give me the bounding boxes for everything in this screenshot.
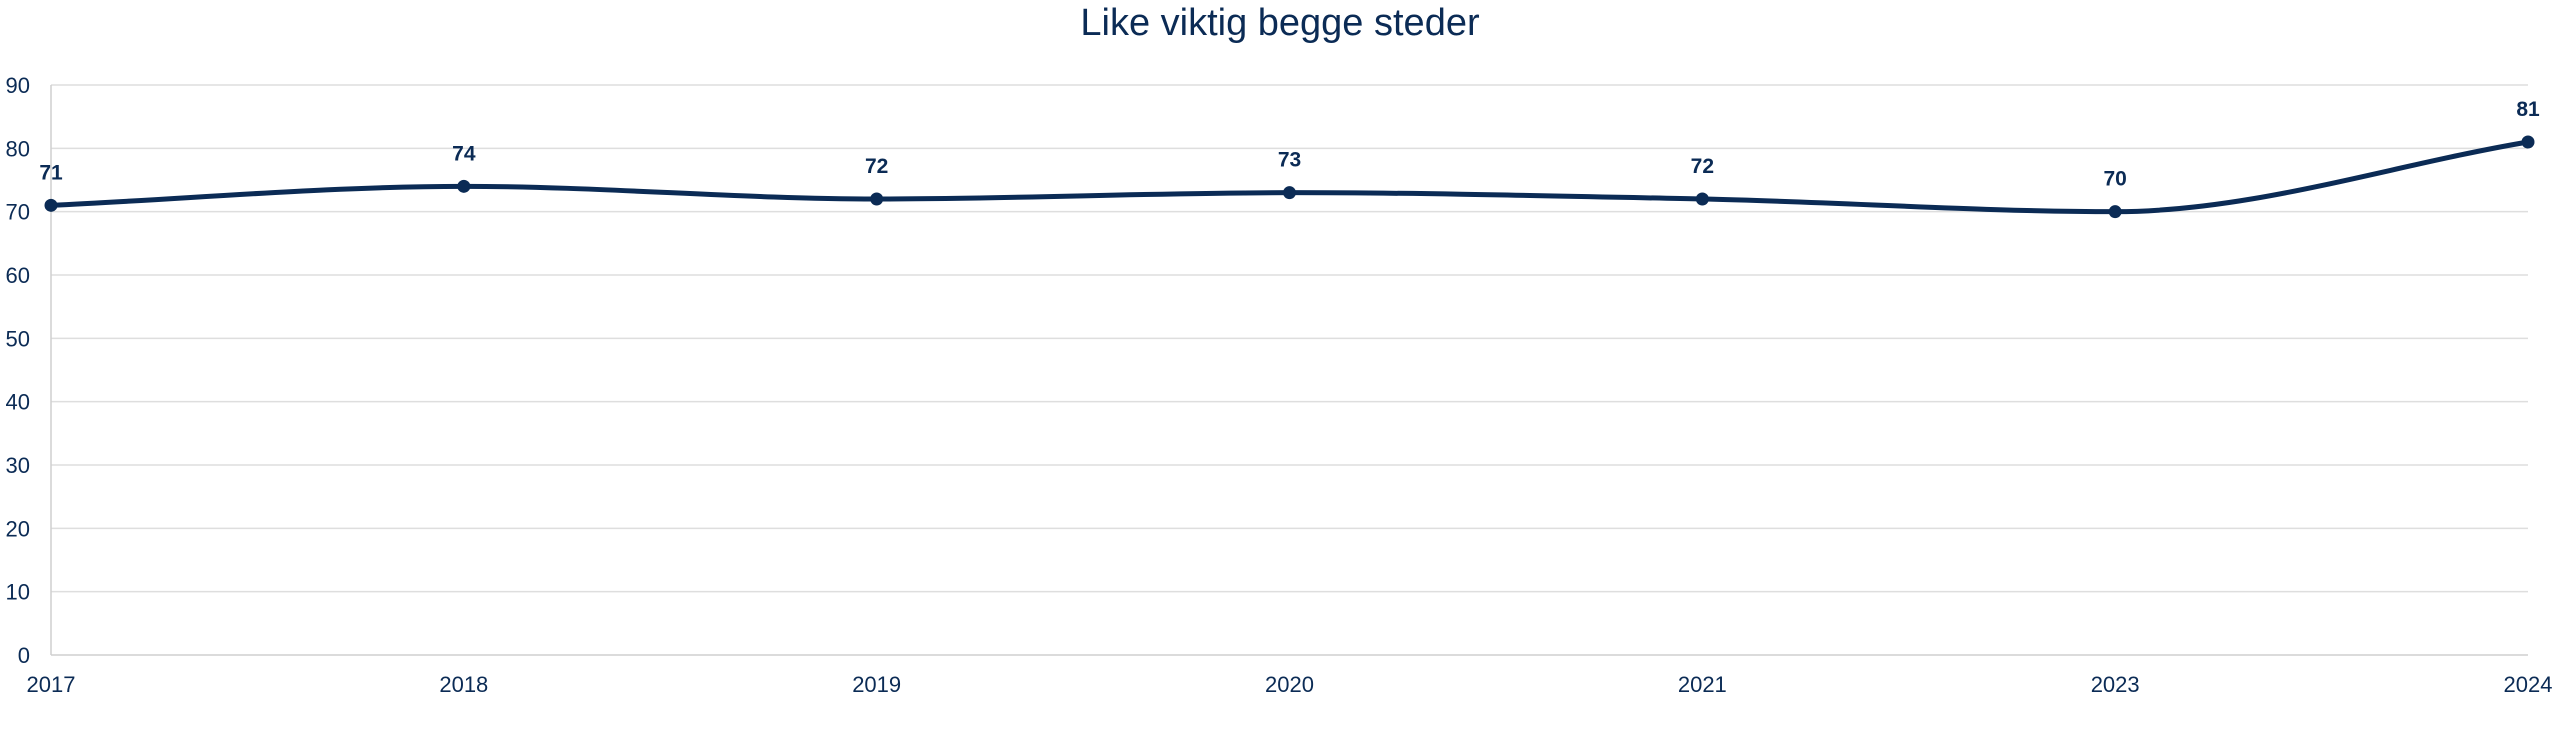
data-point	[1695, 192, 1709, 206]
y-tick-label: 30	[6, 453, 30, 478]
y-tick-label: 40	[6, 390, 30, 415]
data-point	[44, 198, 58, 212]
data-label: 72	[1691, 155, 1714, 178]
y-tick-label: 60	[6, 263, 30, 288]
axes	[50, 85, 2528, 656]
y-axis-ticks: 0 10 20 30 40 50 60 70 80 90	[6, 73, 30, 668]
data-point	[2108, 205, 2122, 219]
y-tick-label: 80	[6, 136, 30, 161]
x-axis-ticks: 2017 2018 2019 2020 2021 2023 2024	[27, 672, 2553, 697]
x-tick-label: 2019	[852, 672, 901, 697]
data-points	[44, 135, 2535, 219]
data-point	[2521, 135, 2535, 149]
x-tick-label: 2023	[2091, 672, 2140, 697]
chart-title: Like viktig begge steder	[1080, 2, 1480, 44]
y-tick-label: 50	[6, 326, 30, 351]
grid-lines	[51, 84, 2528, 593]
y-tick-label: 10	[6, 580, 30, 605]
data-labels: 71 74 72 73 72 70 81	[39, 98, 2540, 191]
y-tick-label: 90	[6, 73, 30, 98]
data-label: 70	[2103, 168, 2126, 191]
x-tick-label: 2021	[1678, 672, 1727, 697]
data-point	[457, 179, 471, 193]
y-tick-label: 20	[6, 516, 30, 541]
y-tick-label: 70	[6, 200, 30, 225]
data-label: 74	[452, 142, 476, 165]
data-label: 73	[1278, 149, 1301, 172]
x-tick-label: 2024	[2504, 672, 2553, 697]
data-point	[1283, 186, 1296, 200]
data-label: 71	[39, 161, 63, 184]
data-point	[870, 192, 884, 206]
x-tick-label: 2018	[439, 672, 488, 697]
y-tick-label: 0	[18, 643, 30, 668]
x-tick-label: 2020	[1265, 672, 1314, 697]
data-label: 81	[2516, 98, 2540, 121]
x-tick-label: 2017	[27, 672, 76, 697]
data-label: 72	[865, 155, 888, 178]
